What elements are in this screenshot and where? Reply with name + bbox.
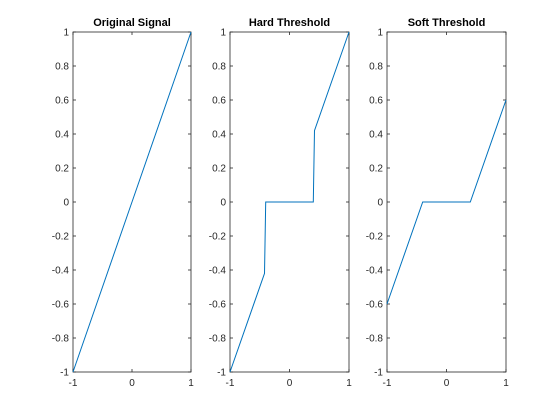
x-tick-label: 0 [444, 378, 450, 389]
y-tick-label: -0.8 [366, 334, 384, 345]
y-tick-label: 0.2 [369, 164, 383, 175]
x-tick-label: 0 [287, 378, 293, 389]
y-tick-label: 0.8 [369, 62, 383, 73]
y-tick-label: 0.8 [55, 62, 69, 73]
y-tick-label: -0.4 [52, 266, 70, 277]
y-tick-label: -0.2 [52, 232, 70, 243]
y-tick-label: 0.4 [369, 130, 383, 141]
y-tick-label: -1 [60, 368, 69, 379]
subplot-title: Hard Threshold [249, 17, 330, 29]
subplot-title: Original Signal [93, 17, 171, 29]
subplot-3: Soft Threshold -1 -0.8 -0.6 -0.4 -0.2 0 0.2 0.4 0… [366, 17, 509, 389]
y-tick-label: 0 [63, 198, 69, 209]
y-tick-label: 1 [63, 28, 69, 39]
x-tick-label: -1 [226, 378, 235, 389]
y-tick-label: 1 [220, 28, 226, 39]
y-tick-label: -0.6 [52, 300, 70, 311]
y-tick-label: 0 [377, 198, 383, 209]
y-tick-label: 0.8 [212, 62, 226, 73]
y-tick-label: 0.2 [212, 164, 226, 175]
y-tick-label: -0.8 [209, 334, 227, 345]
y-tick-label: 0.6 [369, 96, 383, 107]
x-tick-label: 1 [346, 378, 352, 389]
y-tick-label: 0 [220, 198, 226, 209]
x-tick-label: 1 [503, 378, 509, 389]
y-tick-label: -0.6 [209, 300, 227, 311]
subplot-title: Soft Threshold [408, 17, 486, 29]
x-tick-label: 1 [188, 378, 194, 389]
y-tick-label: 0.4 [212, 130, 226, 141]
y-tick-label: 0.2 [55, 164, 69, 175]
y-tick-label: -0.6 [366, 300, 384, 311]
series-line [72, 31, 192, 373]
y-tick-label: -0.4 [366, 266, 384, 277]
y-tick-label: -1 [217, 368, 226, 379]
y-tick-label: 0.6 [212, 96, 226, 107]
series-line [386, 99, 507, 305]
y-tick-label: -0.2 [209, 232, 227, 243]
y-tick-label: 0.4 [55, 130, 69, 141]
subplot-2: Hard Threshold -1 -0.8 -0.6 -0.4 -0.2 0 0.2 0.4 0… [209, 17, 352, 389]
y-tick-label: -0.2 [366, 232, 384, 243]
y-tick-label: 1 [377, 28, 383, 39]
subplot-1: Original Signal -1 -0.8 -0.6 -0.4 -0.2 0 0.2 0.4… [52, 17, 194, 389]
x-tick-label: -1 [383, 378, 392, 389]
y-tick-label: -0.8 [52, 334, 70, 345]
x-tick-label: 0 [129, 378, 135, 389]
series-line [229, 31, 350, 373]
y-tick-label: -1 [374, 368, 383, 379]
y-tick-label: -0.4 [209, 266, 227, 277]
y-tick-label: 0.6 [55, 96, 69, 107]
x-tick-label: -1 [69, 378, 78, 389]
